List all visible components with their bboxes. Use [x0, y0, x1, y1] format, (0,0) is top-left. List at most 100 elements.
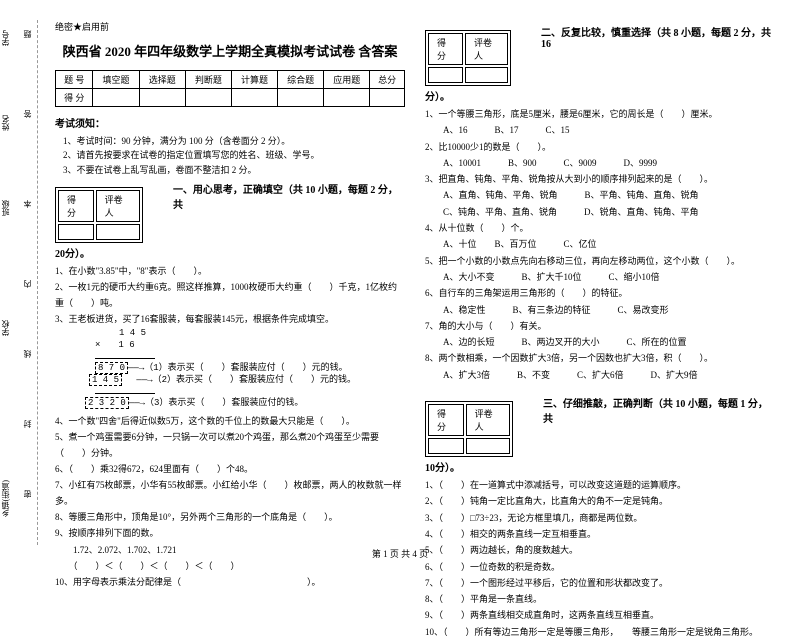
bind-label-xuehao: 学号 — [0, 30, 11, 46]
th-6: 应用题 — [324, 71, 370, 89]
score-cell — [93, 89, 139, 107]
score-box-2: 得分评卷人 — [425, 30, 511, 86]
q2-5o: A、大小不变 B、扩大千10位 C、缩小10倍 — [425, 270, 775, 285]
sb-blank — [96, 224, 140, 240]
th-5: 综合题 — [278, 71, 324, 89]
q1-3: 3、王老板进货，买了16套服装，每套服装145元，根据条件完成填空。 — [55, 312, 405, 327]
score-row-label: 得 分 — [56, 89, 93, 107]
q1-5: 5、煮一个鸡蛋需要6分钟，一只锅一次可以煮20个鸡蛋，那么煮20个鸡蛋至少需要（… — [55, 430, 405, 461]
score-cell — [185, 89, 231, 107]
calc-a1: （1）表示买（ ）套服装应付（ ）元的钱。 — [144, 363, 347, 373]
sb-score: 得分 — [58, 190, 94, 222]
q3-7: 7、（ ）一个图形经过平移后，它的位置和形状都改变了。 — [425, 576, 775, 591]
bind-side-6: 密 — [22, 490, 33, 498]
q2-8: 8、两个数相乘，一个因数扩大3倍，另一个因数也扩大3倍，积（ ）。 — [425, 351, 775, 366]
score-box-1: 得分评卷人 — [55, 187, 143, 243]
score-box-3: 得分评卷人 — [425, 401, 513, 457]
arrow-icon: ——→ — [122, 375, 153, 387]
arrow-icon: ——→ — [129, 398, 145, 410]
q2-3o1: A、直角、钝角、平角、锐角 B、平角、钝角、直角、锐角 — [425, 188, 775, 203]
q3-10: 10、（ ）所有等边三角形一定是等腰三角形， 等腰三角形一定是锐角三角形。 — [425, 625, 775, 640]
exam-title: 陕西省 2020 年四年级数学上学期全真模拟考试试卷 含答案 — [55, 41, 405, 60]
calc-mul: × 1 6 — [95, 340, 405, 352]
section-1-title: 一、用心思考，正确填空（共 10 小题，每题 2 分，共 — [173, 181, 405, 211]
th-1: 填空题 — [93, 71, 139, 89]
calc-a3: （3）表示买（ ）套服装应付的钱。 — [145, 398, 303, 408]
th-7: 总分 — [370, 71, 405, 89]
q2-7: 7、角的大小与（ ）有关。 — [425, 319, 775, 334]
q3-3: 3、（ ）□73÷23，无论方框里填几，商都是两位数。 — [425, 511, 775, 526]
sb-blank — [465, 67, 508, 83]
calc-a2: （2）表示买（ ）套服装应付（ ）元的钱。 — [153, 375, 356, 385]
bind-label-xingming: 姓名 — [0, 115, 11, 131]
bind-side-1: 答 — [22, 110, 33, 118]
q2-6: 6、自行车的三角架运用三角形的（ ）的特征。 — [425, 286, 775, 301]
th-4: 计算题 — [231, 71, 277, 89]
th-0: 题 号 — [56, 71, 93, 89]
score-cell — [139, 89, 185, 107]
calc-num: 1 4 5 — [119, 328, 405, 340]
q1-7: 7、小红有75枚邮票，小华有55枚邮票。小红给小华（ ）枚邮票，两人的枚数就一样… — [55, 478, 405, 509]
notice-3: 3、不要在试卷上乱写乱画，卷面不整洁扣 2 分。 — [63, 163, 405, 177]
calc-rule-1 — [95, 358, 155, 359]
section-2-pts: 分）。 — [425, 88, 775, 103]
calc-r2: 1 4 5 — [89, 374, 122, 386]
q2-2: 2、比10000少1的数是（ ）。 — [425, 140, 775, 155]
arrow-icon: ——→ — [128, 363, 144, 375]
q3-2: 2、（ ）钝角一定比直角大，比直角大的角不一定是钝角。 — [425, 494, 775, 509]
section-2-title: 二、反复比较，慎重选择（共 8 小题，每题 2 分，共 16 — [541, 24, 775, 50]
bind-label-xuexiao: 学校 — [0, 320, 11, 336]
q2-1: 1、一个等腰三角形，底是5厘米，腰是6厘米，它的周长是（ ）厘米。 — [425, 107, 775, 122]
calc-r3: 2 3 2 0 — [85, 397, 129, 409]
q3-6: 6、（ ）一位奇数的积是奇数。 — [425, 560, 775, 575]
notice-title: 考试须知： — [55, 115, 405, 130]
calc-rule-2 — [95, 393, 155, 394]
q1-6: 6、（ ）乘32得672，624里面有（ ）个48。 — [55, 462, 405, 477]
bind-side-2: 本 — [22, 200, 33, 208]
q3-1: 1、（ ）在一道算式中添减括号，可以改变这道题的运算顺序。 — [425, 478, 775, 493]
q3-8: 8、（ ）平角是一条直线。 — [425, 592, 775, 607]
q1-9: 9、按顺序排列下面的数。 — [55, 526, 405, 541]
q2-3: 3、把直角、钝角、平角、锐角按从大到小的顺序排列起来的是（ ）。 — [425, 172, 775, 187]
sb-grader: 评卷人 — [96, 190, 140, 222]
sb-blank — [428, 67, 463, 83]
sb-grader: 评卷人 — [466, 404, 510, 436]
sb-score: 得分 — [428, 404, 464, 436]
q2-1o: A、16 B、17 C、15 — [425, 123, 775, 138]
calc-r1: 8 7 0 — [95, 362, 128, 374]
q3-4: 4、（ ）相交的两条直线一定互相垂直。 — [425, 527, 775, 542]
bind-side-5: 封 — [22, 420, 33, 428]
section-1-pts: 20分）。 — [55, 245, 405, 260]
sb-blank — [58, 224, 94, 240]
bind-label-banji: 班级 — [0, 200, 11, 216]
score-cell — [324, 89, 370, 107]
section-3-pts: 10分）。 — [425, 459, 775, 474]
q2-4o: A、十位 B、百万位 C、亿位 — [425, 237, 775, 252]
q2-8o: A、扩大3倍 B、不变 C、扩大6倍 D、扩大9倍 — [425, 368, 775, 383]
q1-9b: （ ）＜（ ）＜（ ）＜（ ） — [55, 559, 405, 574]
q3-9: 9、（ ）两条直线相交成直角时，这两条直线互相垂直。 — [425, 608, 775, 623]
q2-3o2: C、钝角、平角、直角、锐角 D、锐角、直角、钝角、平角 — [425, 205, 775, 220]
bind-side-0: 题 — [22, 30, 33, 38]
q1-10: 10、用字母表示乘法分配律是（ ）。 — [55, 575, 405, 590]
sb-blank — [466, 438, 510, 454]
sb-score: 得分 — [428, 33, 463, 65]
page-footer: 第 1 页 共 4 页 — [0, 547, 800, 560]
q2-6o: A、稳定性 B、有三条边的特征 C、易改变形 — [425, 303, 775, 318]
q1-2: 2、一枚1元的硬币大约重6克。照这样推算，1000枚硬币大约重（ ）千克，1亿枚… — [55, 280, 405, 311]
secret-label: 绝密★启用前 — [55, 20, 405, 33]
sb-blank — [428, 438, 464, 454]
score-table: 题 号 填空题 选择题 判断题 计算题 综合题 应用题 总分 得 分 — [55, 70, 405, 107]
bind-side-4: 线 — [22, 350, 33, 358]
notice-1: 1、考试时间：90 分钟，满分为 100 分（含卷面分 2 分）。 — [63, 134, 405, 148]
q1-1: 1、在小数"3.85"中，"8"表示（ ）。 — [55, 264, 405, 279]
th-2: 选择题 — [139, 71, 185, 89]
bind-label-xiangzhen: 乡镇(街道) — [0, 480, 11, 517]
q1-8: 8、等腰三角形中，顶角是10°，另外两个三角形的一个底角是（ ）。 — [55, 510, 405, 525]
section-3-title: 三、仔细推敲，正确判断（共 10 小题，每题 1 分，共 — [543, 395, 775, 425]
score-cell — [370, 89, 405, 107]
score-cell — [278, 89, 324, 107]
q2-4: 4、从十位数（ ）个。 — [425, 221, 775, 236]
q2-2o: A、10001 B、900 C、9009 D、9999 — [425, 156, 775, 171]
q2-5: 5、把一个小数的小数点先向右移动三位，再向左移动两位，这个小数（ ）。 — [425, 254, 775, 269]
